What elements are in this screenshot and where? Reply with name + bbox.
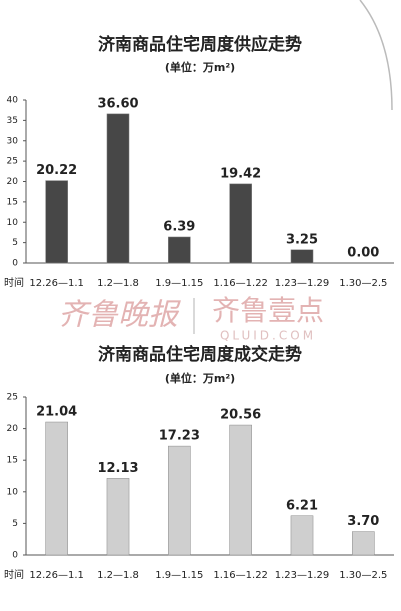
bar xyxy=(106,113,130,264)
value-label: 12.13 xyxy=(97,461,138,476)
y-tick-label: 35 xyxy=(7,116,18,126)
x-tick-label: 1.30—2.5 xyxy=(339,278,387,289)
value-label: 0.00 xyxy=(347,246,379,261)
x-tick-label: 1.30—2.5 xyxy=(339,570,387,581)
value-label: 36.60 xyxy=(97,96,138,111)
chart-title: 济南商品住宅周度供应走势 xyxy=(98,34,302,55)
bar xyxy=(290,515,314,556)
y-tick-label: 0 xyxy=(12,259,18,269)
y-tick-label: 30 xyxy=(7,136,19,146)
value-label: 6.39 xyxy=(163,219,195,234)
y-tick-label: 10 xyxy=(7,218,19,228)
value-label: 20.56 xyxy=(220,408,261,423)
y-tick-label: 25 xyxy=(7,393,18,403)
bar xyxy=(290,249,314,264)
bar xyxy=(45,180,68,264)
x-axis-label: 时间 xyxy=(4,276,24,289)
chart-subtitle: (单位：万m²) xyxy=(165,371,235,385)
x-tick-label: 1.9—1.15 xyxy=(155,278,203,289)
watermark-left: 齐鲁晚报 xyxy=(58,298,181,333)
y-tick-label: 5 xyxy=(12,519,18,529)
bar xyxy=(352,531,375,556)
x-tick-label: 1.16—1.22 xyxy=(213,570,268,581)
y-tick-label: 20 xyxy=(7,177,19,187)
bar xyxy=(229,183,252,264)
bar xyxy=(168,445,191,556)
bar xyxy=(45,421,68,556)
value-label: 3.25 xyxy=(286,232,318,247)
y-tick-label: 10 xyxy=(7,487,19,497)
y-tick-label: 15 xyxy=(7,456,18,466)
x-tick-label: 12.26—1.1 xyxy=(29,570,84,581)
y-tick-label: 40 xyxy=(7,96,19,106)
y-tick-label: 25 xyxy=(7,157,18,167)
y-tick-label: 0 xyxy=(12,551,18,561)
x-tick-label: 1.2—1.8 xyxy=(97,570,139,581)
x-tick-label: 1.23—1.29 xyxy=(275,278,330,289)
bar xyxy=(168,236,191,264)
x-tick-label: 12.26—1.1 xyxy=(29,278,84,289)
x-tick-label: 1.2—1.8 xyxy=(97,278,139,289)
decoration xyxy=(359,0,393,111)
chart-title: 济南商品住宅周度成交走势 xyxy=(98,344,302,365)
x-axis-label: 时间 xyxy=(4,568,24,581)
watermark-url: QLUID.COM xyxy=(220,329,316,343)
bar xyxy=(229,424,252,556)
value-label: 21.04 xyxy=(36,405,77,420)
value-label: 20.22 xyxy=(36,163,77,178)
x-tick-label: 1.16—1.22 xyxy=(213,278,268,289)
value-label: 19.42 xyxy=(220,166,261,181)
value-label: 6.21 xyxy=(286,498,318,513)
y-tick-label: 15 xyxy=(7,197,18,207)
bar xyxy=(106,478,130,556)
x-tick-label: 1.23—1.29 xyxy=(275,570,330,581)
y-tick-label: 20 xyxy=(7,424,19,434)
x-tick-label: 1.9—1.15 xyxy=(155,570,203,581)
value-label: 3.70 xyxy=(347,514,379,529)
value-label: 17.23 xyxy=(159,429,200,444)
watermark-right: 齐鲁壹点 xyxy=(212,294,324,327)
chart-subtitle: (单位：万m²) xyxy=(165,60,235,74)
y-tick-label: 5 xyxy=(12,238,18,248)
